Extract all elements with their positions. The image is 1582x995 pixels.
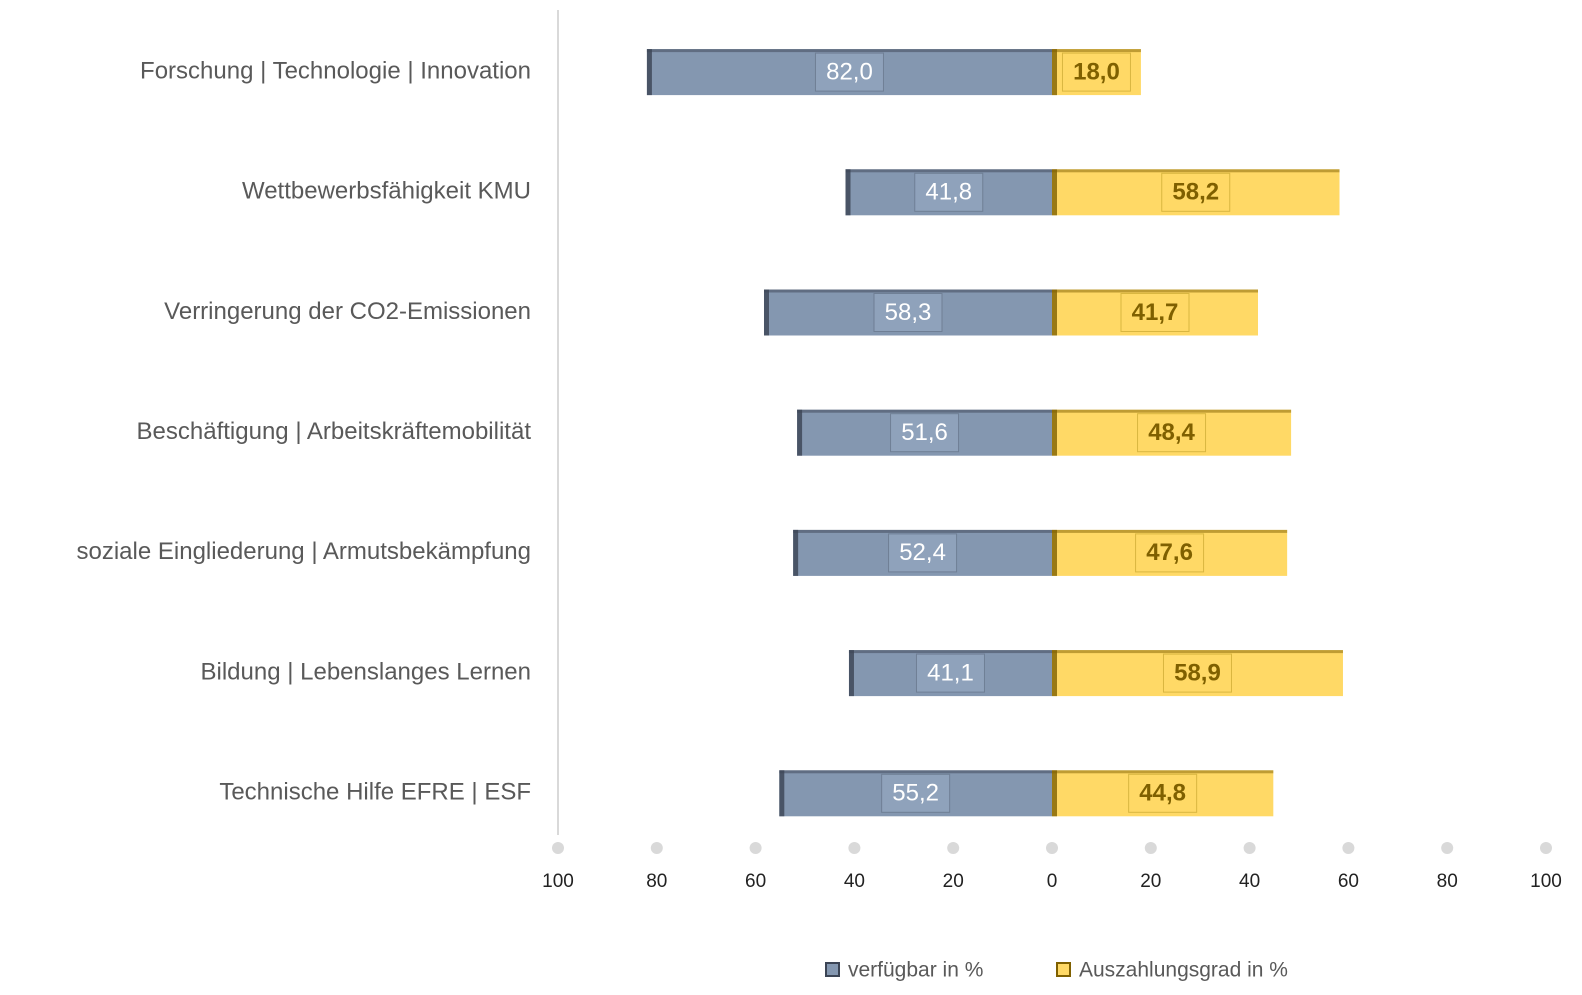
category-label: Forschung | Technologie | Innovation [140, 57, 531, 84]
label-box [873, 293, 943, 332]
x-tick-label: 40 [844, 871, 865, 892]
data-label: 47,6 [1146, 539, 1193, 566]
category-label: Bildung | Lebenslanges Lernen [201, 658, 532, 685]
bar-top [793, 529, 1052, 533]
x-tick-label: 0 [1047, 871, 1058, 892]
label-box [1120, 293, 1190, 332]
bar-top [1052, 770, 1274, 774]
bar-top [1052, 169, 1340, 173]
x-tick-label: 100 [1530, 871, 1562, 892]
x-tick-label: 80 [1437, 871, 1458, 892]
bar-top [763, 289, 1052, 293]
category-label: soziale Eingliederung | Armutsbekämpfung [77, 538, 532, 565]
x-tick-label: 60 [1338, 871, 1359, 892]
legend-marker [825, 962, 840, 977]
label-box [1162, 653, 1232, 693]
bar-edge [845, 169, 851, 216]
bar-top [1052, 409, 1292, 413]
data-label: 41,8 [925, 179, 972, 206]
label-box [1135, 533, 1205, 573]
label-box [1137, 413, 1207, 453]
bar-edge [763, 289, 769, 336]
x-tick-label: 40 [1239, 871, 1260, 892]
bar-edge [1052, 770, 1057, 817]
bar-top [1052, 650, 1343, 654]
label-box [1161, 172, 1231, 212]
tick-mark [749, 842, 762, 854]
bar-top [779, 770, 1052, 774]
data-label: 58,3 [885, 299, 932, 326]
data-label: 18,0 [1073, 58, 1120, 85]
label-box [915, 653, 985, 693]
label-box [914, 172, 984, 212]
legend-label: verfügbar in % [848, 959, 983, 982]
bar-top [797, 409, 1052, 413]
data-label: 44,8 [1139, 780, 1186, 807]
bar-top [1052, 49, 1141, 53]
data-label: 41,1 [927, 659, 974, 686]
x-tick-label: 80 [646, 871, 667, 892]
bar-top [845, 169, 1052, 173]
category-label: Wettbewerbsfähigkeit KMU [242, 178, 531, 205]
category-label: Technische Hilfe EFRE | ESF [219, 779, 531, 806]
bar-edge [646, 49, 652, 96]
label-box [1061, 52, 1131, 92]
bar-edge [1052, 529, 1057, 576]
data-label: 58,9 [1174, 659, 1221, 686]
legend-marker [1056, 962, 1071, 977]
bar-top [646, 49, 1052, 53]
bar-top [1052, 529, 1288, 533]
tick-mark [650, 842, 663, 854]
category-label: Beschäftigung | Arbeitskräftemobilität [137, 418, 532, 445]
tick-mark [1046, 842, 1058, 854]
bar-edge [1052, 49, 1057, 96]
label-box [814, 52, 884, 92]
data-label: 58,2 [1172, 179, 1219, 206]
legend-label: Auszahlungsgrad in % [1079, 959, 1288, 982]
tick-mark [1441, 842, 1454, 854]
x-tick-label: 60 [745, 871, 766, 892]
bar-top [848, 650, 1052, 654]
data-label: 41,7 [1132, 299, 1179, 326]
bar-edge [1052, 409, 1057, 456]
data-label: 55,2 [892, 780, 939, 807]
bar-top [1052, 289, 1258, 293]
data-label: 48,4 [1148, 419, 1195, 446]
x-tick-label: 100 [542, 871, 574, 892]
bar-edge [1052, 650, 1057, 697]
label-box [881, 773, 951, 813]
tick-mark [1342, 842, 1355, 854]
label-box [888, 533, 958, 573]
x-tick-label: 20 [1140, 871, 1161, 892]
tick-mark [1243, 842, 1256, 854]
data-label: 82,0 [826, 58, 873, 85]
tick-mark [848, 842, 861, 854]
tick-mark [1144, 842, 1157, 854]
bar-edge [1052, 169, 1057, 216]
data-label: 51,6 [901, 419, 948, 446]
bar-edge [797, 409, 803, 456]
category-label: Verringerung der CO2-Emissionen [164, 298, 531, 325]
tick-mark [552, 842, 564, 854]
bar-edge [793, 529, 799, 576]
tick-mark [947, 842, 960, 854]
tick-mark [1540, 842, 1552, 854]
data-label: 52,4 [899, 539, 946, 566]
bar-edge [1052, 289, 1057, 336]
label-box [890, 413, 960, 453]
label-box [1128, 773, 1198, 813]
bar-edge [779, 770, 785, 817]
x-tick-label: 20 [943, 871, 964, 892]
bar-edge [848, 650, 854, 697]
